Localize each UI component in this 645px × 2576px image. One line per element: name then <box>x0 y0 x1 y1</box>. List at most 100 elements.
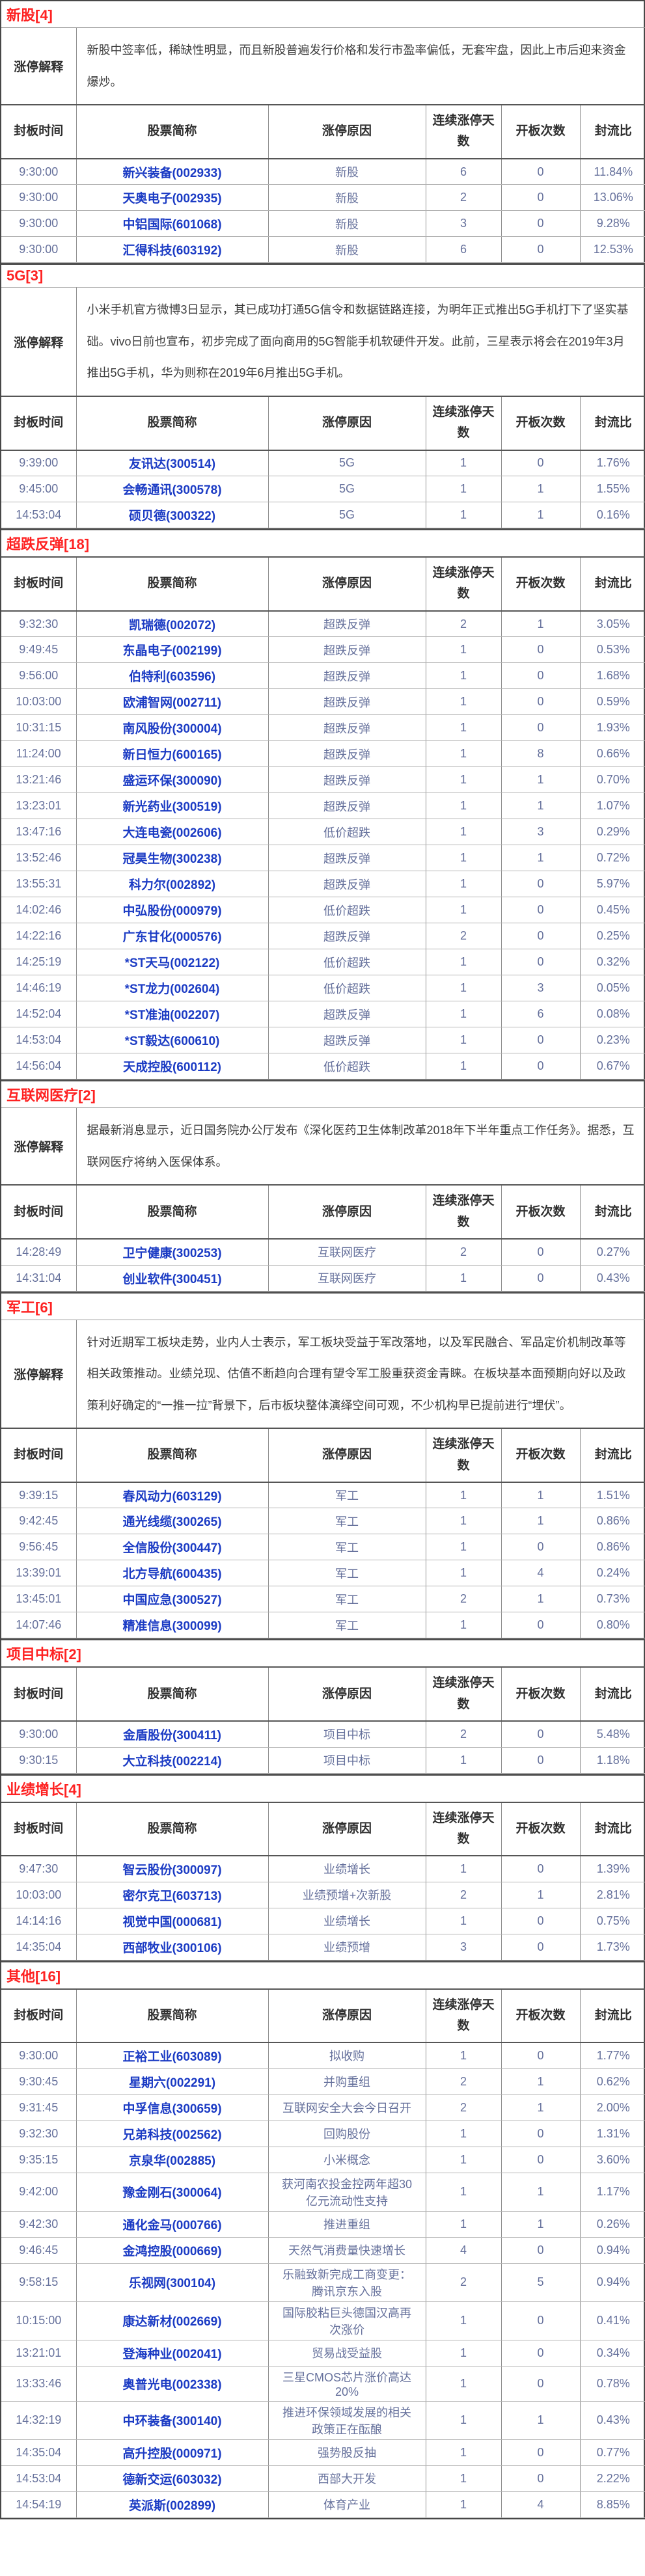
stock-link[interactable]: 南风股份(300004) <box>75 714 269 742</box>
stock-row: 9:42:00 豫金刚石(300064) 获河南农投金控两年超30亿元流动性支持 1 1… <box>1 2172 645 2212</box>
stock-link[interactable]: 金鸿控股(000669) <box>75 2236 269 2264</box>
stock-link[interactable]: 中铝国际(601068) <box>75 210 269 237</box>
col-header-open-count: 开板次数 <box>501 396 581 451</box>
seal-time-cell: 9:58:15 <box>1 2262 77 2302</box>
stock-link[interactable]: 广东甘化(000576) <box>75 923 269 950</box>
seal-flow-ratio-cell: 3.60% <box>579 2146 645 2173</box>
stock-link[interactable]: 金盾股份(300411) <box>75 1720 269 1748</box>
stock-link[interactable]: *ST准油(002207) <box>75 1001 269 1028</box>
stock-link[interactable]: *ST天马(002122) <box>75 949 269 976</box>
stock-link[interactable]: 大连电瓷(002606) <box>75 819 269 846</box>
stock-link[interactable]: *ST毅达(600610) <box>75 1027 269 1054</box>
stock-link[interactable]: 全信股份(300447) <box>75 1534 269 1561</box>
seal-flow-ratio-cell: 1.93% <box>579 714 645 742</box>
stock-row: 13:39:01 北方导航(600435) 军工 1 4 0.24% <box>1 1560 645 1587</box>
stock-link[interactable]: 科力尔(002892) <box>75 871 269 898</box>
stock-link[interactable]: 精准信息(300099) <box>75 1612 269 1639</box>
col-header-open-count: 开板次数 <box>501 1801 581 1857</box>
reason-cell: 乐融致新完成工商变更：腾讯京东入股 <box>268 2262 426 2302</box>
stock-link[interactable]: 乐视网(300104) <box>75 2262 269 2302</box>
theme-section-table: 军工[6] 涨停解释 针对近期军工板块走势，业内人士表示，军工板块受益于军改落地，以… <box>1 1291 645 1639</box>
seal-flow-ratio-cell: 0.86% <box>579 1508 645 1535</box>
stock-link[interactable]: 伯特利(603596) <box>75 662 269 690</box>
seal-flow-ratio-cell: 2.00% <box>579 2094 645 2121</box>
seal-flow-ratio-cell: 0.34% <box>579 2339 645 2366</box>
stock-link[interactable]: 天成控股(600112) <box>75 1053 269 1080</box>
seal-time-cell: 9:30:00 <box>1 184 77 211</box>
stock-link[interactable]: 星期六(002291) <box>75 2068 269 2095</box>
stock-link[interactable]: 德新交运(603032) <box>75 2465 269 2492</box>
stock-link[interactable]: 京泉华(002885) <box>75 2146 269 2173</box>
stock-link[interactable]: 中环装备(300140) <box>75 2400 269 2440</box>
stock-link[interactable]: 盛运环保(300090) <box>75 766 269 794</box>
stock-link[interactable]: 中孚信息(300659) <box>75 2094 269 2121</box>
stock-row: 9:30:00 汇得科技(603192) 新股 6 0 12.53% <box>1 236 645 264</box>
stock-link[interactable]: 新兴装备(002933) <box>75 158 269 185</box>
stock-row: 14:35:04 西部牧业(300106) 业绩预增 3 0 1.73% <box>1 1933 645 1960</box>
stock-link[interactable]: *ST龙力(002604) <box>75 975 269 1002</box>
stock-link[interactable]: 春风动力(603129) <box>75 1482 269 1509</box>
seal-flow-ratio-cell: 2.81% <box>579 1881 645 1908</box>
consecutive-days-cell: 1 <box>425 793 502 820</box>
stock-link[interactable]: 正裕工业(603089) <box>75 2042 269 2069</box>
stock-link[interactable]: 新日恒力(600165) <box>75 740 269 768</box>
stock-link[interactable]: 欧浦智网(002711) <box>75 688 269 716</box>
seal-flow-ratio-cell: 1.17% <box>579 2172 645 2212</box>
reason-cell: 新股 <box>268 236 426 264</box>
section-title-row: 5G[3] <box>1 263 645 288</box>
stock-link[interactable]: 智云股份(300097) <box>75 1855 269 1882</box>
stock-link[interactable]: 东晶电子(002199) <box>75 636 269 664</box>
explanation-row: 涨停解释 针对近期军工板块走势，业内人士表示，军工板块受益于军改落地，以及军民融合… <box>1 1319 645 1430</box>
seal-flow-ratio-cell: 0.75% <box>579 1907 645 1934</box>
stock-row: 9:30:45 星期六(002291) 并购重组 2 1 0.62% <box>1 2068 645 2095</box>
seal-flow-ratio-cell: 0.62% <box>579 2068 645 2095</box>
stock-link[interactable]: 奥普光电(002338) <box>75 2365 269 2402</box>
stock-row: 13:47:16 大连电瓷(002606) 低价超跌 1 3 0.29% <box>1 819 645 846</box>
stock-link[interactable]: 友讯达(300514) <box>75 450 269 477</box>
stock-row: 11:24:00 新日恒力(600165) 超跌反弹 1 8 0.66% <box>1 740 645 768</box>
reason-cell: 回购股份 <box>268 2120 426 2147</box>
seal-time-cell: 14:14:16 <box>1 1907 77 1934</box>
seal-flow-ratio-cell: 0.86% <box>579 1534 645 1561</box>
stock-link[interactable]: 冠昊生物(300238) <box>75 845 269 872</box>
col-header-seal-time: 封板时间 <box>1 1801 77 1857</box>
reason-cell: 低价超跌 <box>268 1053 426 1080</box>
stock-link[interactable]: 英派斯(002899) <box>75 2491 269 2518</box>
seal-time-cell: 13:33:46 <box>1 2365 77 2402</box>
limit-up-board-report: 新股[4] 涨停解释 新股中签率低，稀缺性明显，而且新股普遍发行价格和发行市盈率偏低… <box>0 0 645 2519</box>
stock-link[interactable]: 豫金刚石(300064) <box>75 2172 269 2212</box>
stock-link[interactable]: 通光线缆(300265) <box>75 1508 269 1535</box>
open-count-cell: 0 <box>501 1612 581 1639</box>
theme-section-table: 超跌反弹[18] 封板时间 股票简称 涨停原因 连续涨停天数 开板次数 封流比 9:32:30… <box>1 528 645 1080</box>
seal-time-cell: 9:30:00 <box>1 158 77 185</box>
stock-link[interactable]: 视觉中国(000681) <box>75 1907 269 1934</box>
stock-link[interactable]: 高升控股(000971) <box>75 2439 269 2466</box>
stock-link[interactable]: 通化金马(000766) <box>75 2210 269 2238</box>
stock-link[interactable]: 兄弟科技(002562) <box>75 2120 269 2147</box>
stock-link[interactable]: 会畅通讯(300578) <box>75 476 269 503</box>
stock-link[interactable]: 康达新材(002669) <box>75 2301 269 2340</box>
stock-row: 9:32:30 兄弟科技(002562) 回购股份 1 0 1.31% <box>1 2120 645 2147</box>
reason-cell: 超跌反弹 <box>268 793 426 820</box>
stock-link[interactable]: 天奥电子(002935) <box>75 184 269 211</box>
seal-time-cell: 13:47:16 <box>1 819 77 846</box>
stock-link[interactable]: 新光药业(300519) <box>75 793 269 820</box>
col-header-seal-time: 封板时间 <box>1 1988 77 2044</box>
consecutive-days-cell: 3 <box>425 210 502 237</box>
stock-link[interactable]: 西部牧业(300106) <box>75 1933 269 1960</box>
stock-row: 9:56:00 伯特利(603596) 超跌反弹 1 0 1.68% <box>1 662 645 690</box>
stock-link[interactable]: 密尔克卫(603713) <box>75 1881 269 1908</box>
stock-link[interactable]: 中弘股份(000979) <box>75 897 269 924</box>
reason-cell: 军工 <box>268 1508 426 1535</box>
stock-row: 9:30:00 中铝国际(601068) 新股 3 0 9.28% <box>1 210 645 237</box>
stock-link[interactable]: 中国应急(300527) <box>75 1586 269 1613</box>
stock-link[interactable]: 凯瑞德(002072) <box>75 610 269 638</box>
stock-link[interactable]: 硕贝德(300322) <box>75 502 269 529</box>
reason-cell: 超跌反弹 <box>268 871 426 898</box>
stock-link[interactable]: 汇得科技(603192) <box>75 236 269 264</box>
stock-link[interactable]: 卫宁健康(300253) <box>75 1238 269 1266</box>
stock-link[interactable]: 大立科技(002214) <box>75 1746 269 1774</box>
stock-link[interactable]: 创业软件(300451) <box>75 1264 269 1292</box>
stock-link[interactable]: 北方导航(600435) <box>75 1560 269 1587</box>
stock-link[interactable]: 登海种业(002041) <box>75 2339 269 2366</box>
